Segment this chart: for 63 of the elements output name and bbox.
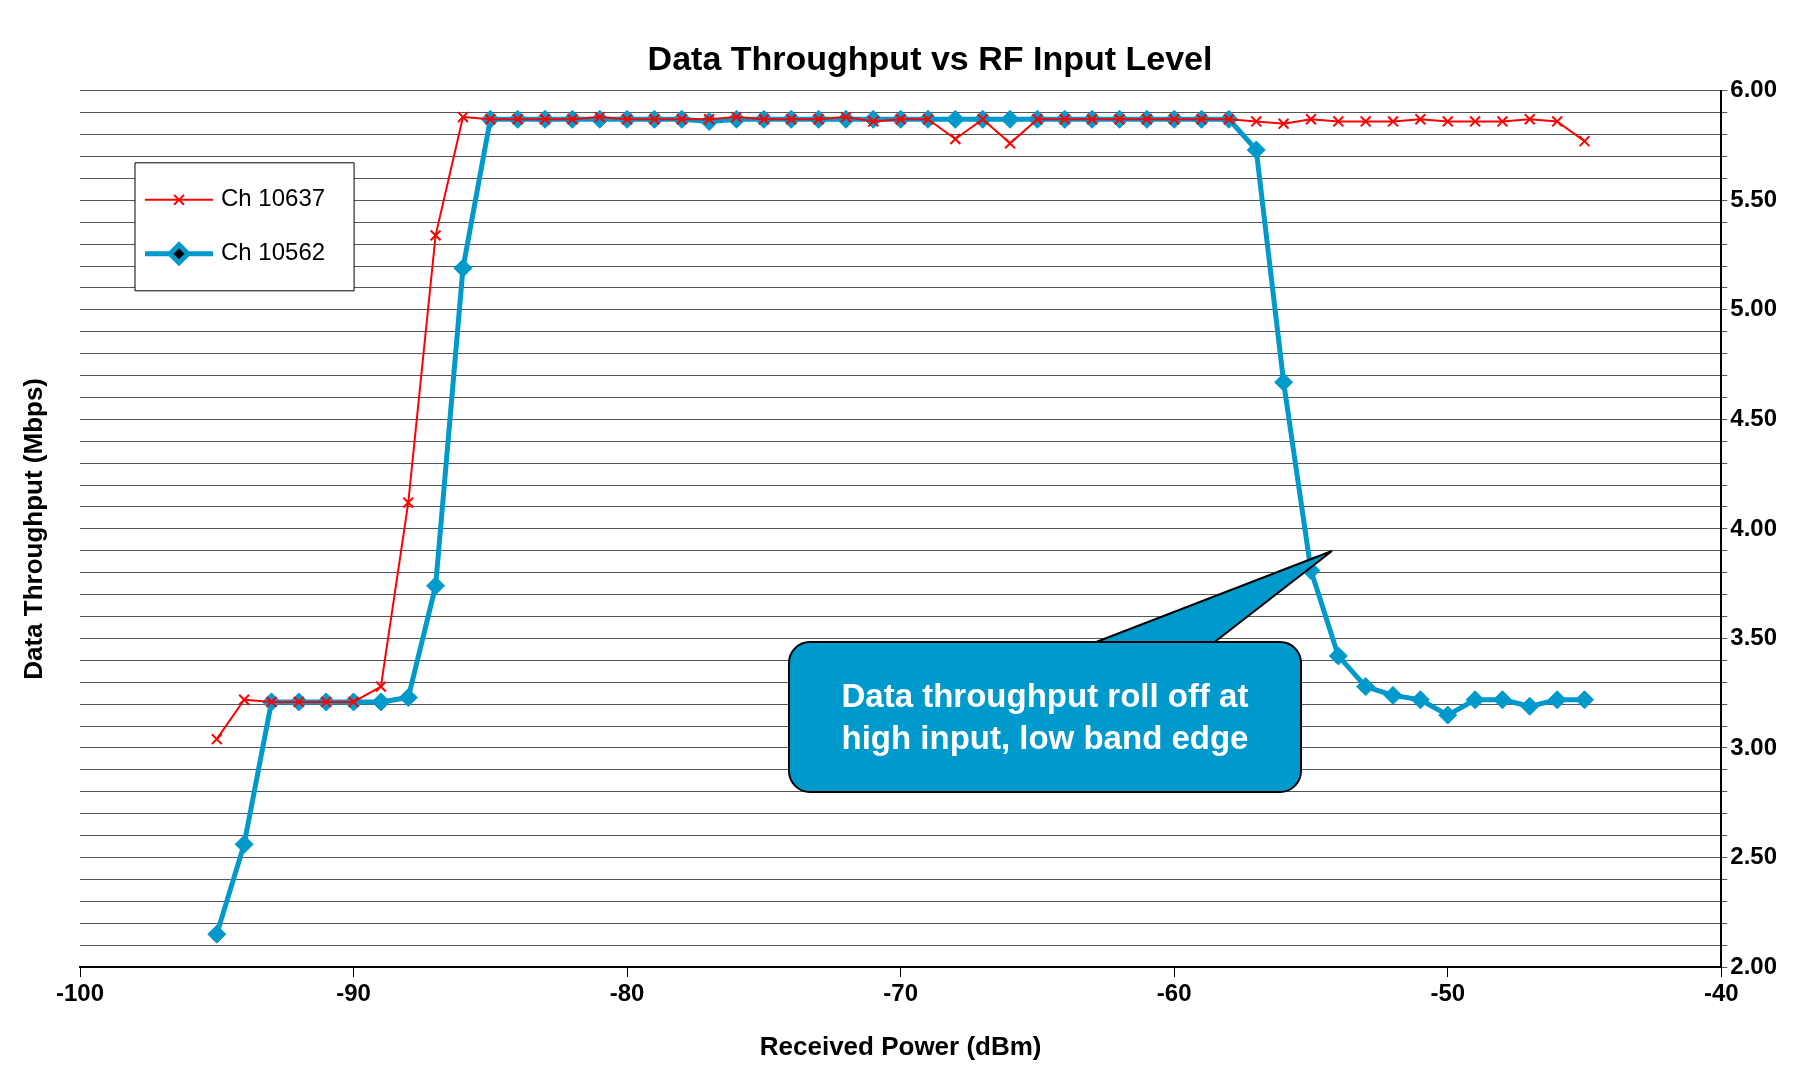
x-tick-label: -80 <box>609 979 645 1007</box>
y-tick-label: 2.00 <box>1730 951 1778 979</box>
point <box>426 576 446 596</box>
point <box>1520 696 1540 716</box>
y-tick-label: 3.00 <box>1730 732 1778 760</box>
chart-title: Data Throughput vs RF Input Level <box>647 38 1213 77</box>
point <box>1250 115 1263 128</box>
x-tick-label: -40 <box>1703 979 1739 1007</box>
x-tick-label: -50 <box>1430 979 1466 1007</box>
point <box>453 258 473 278</box>
point <box>457 111 469 124</box>
point <box>1004 137 1017 150</box>
point <box>234 834 254 854</box>
legend-label: Ch 10562 <box>221 238 326 266</box>
x-tick-label: -100 <box>55 979 105 1007</box>
point <box>1410 690 1430 710</box>
y-tick-label: 3.50 <box>1730 623 1778 651</box>
point <box>398 688 418 708</box>
y-tick-label: 6.00 <box>1730 75 1778 103</box>
point <box>1465 690 1485 710</box>
point <box>1551 115 1564 128</box>
point <box>1277 117 1290 130</box>
point <box>1547 690 1567 710</box>
point <box>949 133 962 145</box>
point <box>429 229 442 242</box>
point <box>402 496 415 509</box>
point <box>1359 115 1372 128</box>
point <box>1274 372 1294 392</box>
point <box>1246 140 1266 160</box>
point <box>1000 109 1020 129</box>
point <box>1383 685 1403 705</box>
x-tick-label: -70 <box>883 979 918 1007</box>
point <box>1332 115 1345 128</box>
y-tick-label: 2.50 <box>1730 842 1778 870</box>
point <box>371 692 391 712</box>
point <box>1575 690 1595 710</box>
y-tick-label: 4.00 <box>1730 513 1778 541</box>
point <box>1328 646 1348 666</box>
point <box>1387 115 1399 128</box>
point <box>1469 115 1482 128</box>
point <box>1578 135 1591 148</box>
point <box>374 680 387 693</box>
x-tick-label: -90 <box>336 979 371 1007</box>
point <box>1441 115 1454 128</box>
point <box>1414 113 1427 126</box>
x-axis-title: Received Power (dBm) <box>759 1030 1042 1061</box>
y-axis-title: Data Throughput (Mbps) <box>18 377 49 680</box>
point <box>207 924 227 944</box>
point <box>210 733 223 746</box>
y-tick-label: 5.00 <box>1730 294 1778 322</box>
y-tick-label: 5.50 <box>1730 184 1778 212</box>
point <box>1438 705 1458 725</box>
legend-label: Ch 10637 <box>221 184 326 212</box>
x-tick-label: -60 <box>1156 979 1192 1007</box>
annotation: Data throughput roll off at high input, low band edge <box>788 641 1302 793</box>
point <box>1492 690 1512 710</box>
point <box>1496 115 1509 128</box>
point <box>1523 113 1536 126</box>
point <box>1305 113 1317 126</box>
point <box>1356 677 1376 697</box>
point <box>238 693 251 706</box>
point <box>945 109 965 129</box>
y-tick-label: 4.50 <box>1730 404 1778 431</box>
